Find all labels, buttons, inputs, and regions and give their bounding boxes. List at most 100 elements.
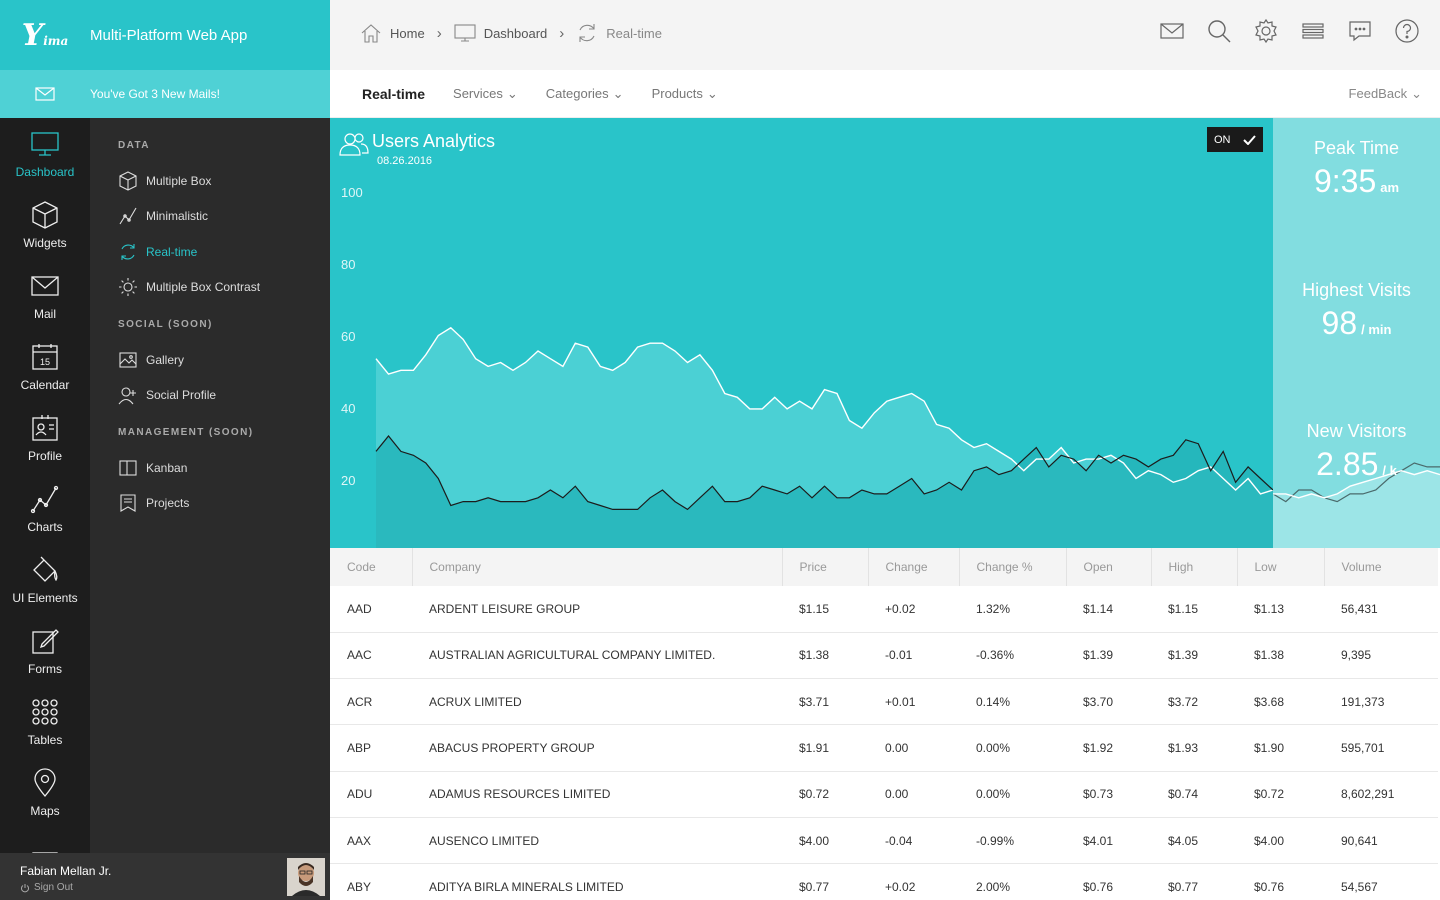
nav-maps[interactable]: Maps <box>0 757 90 828</box>
column-header[interactable]: Open <box>1066 548 1152 586</box>
avatar[interactable] <box>287 858 325 896</box>
table-cell: ADITYA BIRLA MINERALS LIMITED <box>412 863 782 900</box>
table-row[interactable]: ADU ADAMUS RESOURCES LIMITED $0.72 0.00 0.00… <box>330 771 1438 818</box>
tab-label: Real-time <box>362 85 426 102</box>
submenu-social-profile[interactable]: Social Profile <box>90 378 330 414</box>
new-mail-notice[interactable]: You've Got 3 New Mails! <box>0 70 330 118</box>
app-title: Multi-Platform Web App <box>90 26 248 44</box>
monitor-icon <box>454 24 476 42</box>
tab-label: Products <box>651 86 703 101</box>
breadcrumb-dashboard[interactable]: Dashboard <box>483 25 548 41</box>
series-2-area <box>376 436 1273 548</box>
table-row[interactable]: AAX AUSENCO LIMITED $4.00 -0.04 -0.99% $4.01 $… <box>330 817 1438 865</box>
table-cell: AAD <box>330 586 412 633</box>
stat-peak-time: Peak Time 9:35 am <box>1273 138 1440 200</box>
table-cell: ACR <box>330 678 412 726</box>
analytics-plot <box>330 118 1273 548</box>
y-axis-gutter <box>330 118 376 548</box>
chevron-right-icon: › <box>436 24 442 42</box>
check-icon <box>1243 134 1256 145</box>
column-header[interactable]: High <box>1151 548 1238 586</box>
column-header[interactable]: Price <box>782 548 869 586</box>
list-icon[interactable] <box>1300 18 1326 44</box>
table-cell: +0.02 <box>868 586 959 633</box>
mini-series-2-line <box>1273 469 1440 499</box>
tab-services[interactable]: Services ⌄ <box>453 86 518 102</box>
tab-real-time[interactable]: Real-time <box>362 86 425 102</box>
table-cell: $1.39 <box>1151 632 1237 680</box>
table-cell: 90,641 <box>1324 817 1438 865</box>
chat-icon[interactable] <box>1347 18 1373 44</box>
nav-calendar[interactable]: 15 Calendar <box>0 331 90 402</box>
table-cell: -0.04 <box>868 817 959 865</box>
submenu-kanban[interactable]: Kanban <box>90 450 330 486</box>
nav-widgets[interactable]: Widgets <box>0 189 90 260</box>
help-icon[interactable] <box>1394 18 1420 44</box>
table-cell: $1.91 <box>782 724 868 772</box>
nav-forms[interactable]: Forms <box>0 615 90 686</box>
table-cell: ACRUX LIMITED <box>412 678 782 726</box>
stat-unit: / min <box>1361 322 1392 337</box>
tab-label: Services <box>453 86 503 101</box>
table-cell: $0.72 <box>782 771 868 818</box>
nav-mail[interactable]: Mail <box>0 260 90 331</box>
nav-charts[interactable]: Charts <box>0 473 90 544</box>
column-header[interactable]: Company <box>412 548 783 586</box>
submenu-gallery[interactable]: Gallery <box>90 342 330 378</box>
table-cell: $1.93 <box>1151 724 1237 772</box>
column-header[interactable]: Change <box>868 548 960 586</box>
chevron-right-icon: › <box>559 24 565 42</box>
gear-icon[interactable] <box>1253 18 1279 44</box>
table-cell: $0.73 <box>1066 771 1151 818</box>
submenu-label: Multiple Box <box>146 173 212 188</box>
table-cell: ARDENT LEISURE GROUP <box>412 586 782 633</box>
table-cell: -0.36% <box>959 632 1066 680</box>
sign-out-link[interactable]: Sign Out <box>20 882 73 893</box>
feedback-label: FeedBack <box>1348 86 1408 101</box>
section-management: MANAGEMENT (SOON) <box>118 427 254 438</box>
feedback-dropdown[interactable]: FeedBack ⌄ <box>1349 86 1422 102</box>
nav-profile[interactable]: Profile <box>0 402 90 473</box>
table-cell: $4.00 <box>1237 817 1324 865</box>
table-cell: 2.00% <box>959 863 1066 900</box>
column-header[interactable]: Change % <box>959 548 1067 586</box>
nav-tables[interactable]: Tables <box>0 686 90 757</box>
table-cell: 0.00 <box>868 724 959 772</box>
monitor-icon <box>31 131 59 156</box>
nav-ui-elements[interactable]: UI Elements <box>0 544 90 615</box>
table-cell: $1.14 <box>1066 586 1151 633</box>
table-row[interactable]: AAD ARDENT LEISURE GROUP $1.15 +0.02 1.32% $1… <box>330 586 1438 633</box>
tab-products[interactable]: Products ⌄ <box>652 86 718 102</box>
column-header[interactable]: Code <box>330 548 413 586</box>
tab-categories[interactable]: Categories ⌄ <box>546 86 624 102</box>
stocks-table: Code Company Price Change Change % Open … <box>330 548 1440 900</box>
new-mail-text: You've Got 3 New Mails! <box>90 87 220 101</box>
table-row[interactable]: ACR ACRUX LIMITED $3.71 +0.01 0.14% $3.70 $3.7… <box>330 678 1438 726</box>
yima-logo[interactable]: Yima <box>0 18 90 53</box>
nav-more[interactable] <box>0 828 90 853</box>
breadcrumb-home[interactable]: Home <box>390 25 425 41</box>
table-cell: $0.76 <box>1237 863 1324 900</box>
stat-highest-visits: Highest Visits 98/ min <box>1273 280 1440 342</box>
table-row[interactable]: ABP ABACUS PROPERTY GROUP $1.91 0.00 0.00% $1… <box>330 724 1438 772</box>
submenu-multiple-box[interactable]: Multiple Box <box>90 163 330 199</box>
submenu-projects[interactable]: Projects <box>90 486 330 522</box>
stat-label: Peak Time <box>1313 138 1400 158</box>
table-row[interactable]: AAC AUSTRALIAN AGRICULTURAL COMPANY LIMIT… <box>330 632 1438 680</box>
mail-icon[interactable] <box>1159 18 1185 44</box>
submenu-real-time[interactable]: Real-time <box>90 234 330 270</box>
stat-value: 9:35 <box>1313 163 1377 199</box>
submenu-minimalistic[interactable]: Minimalistic <box>90 199 330 235</box>
nav-dashboard[interactable]: Dashboard <box>0 118 90 189</box>
section-data: DATA <box>118 140 150 151</box>
column-header[interactable]: Low <box>1237 548 1325 586</box>
table-row[interactable]: ABY ADITYA BIRLA MINERALS LIMITED $0.77 +0.… <box>330 863 1438 900</box>
column-header[interactable]: Volume <box>1341 560 1382 574</box>
y-tick-label: 100 <box>341 185 363 200</box>
submenu-multiple-box-contrast[interactable]: Multiple Box Contrast <box>90 270 330 306</box>
search-icon[interactable] <box>1206 18 1232 44</box>
stat-label: New Visitors <box>1306 421 1407 441</box>
table-cell: ADAMUS RESOURCES LIMITED <box>412 771 782 818</box>
home-icon <box>361 24 381 43</box>
realtime-toggle[interactable]: ON <box>1207 127 1263 152</box>
